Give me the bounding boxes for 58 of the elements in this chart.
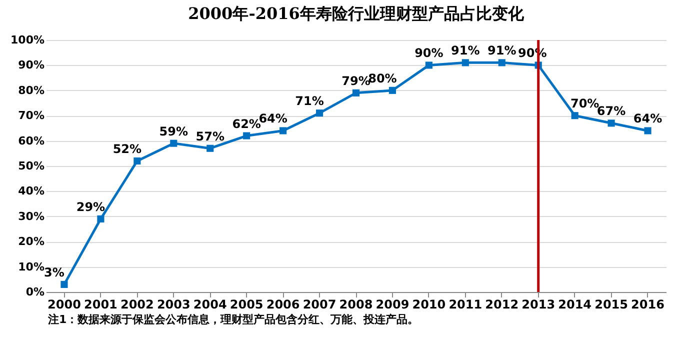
point (206, 144, 214, 152)
x-tick-label: 2012 (485, 298, 519, 312)
point (644, 127, 652, 134)
point (170, 140, 178, 147)
x-tick-label: 2003 (156, 298, 190, 312)
y-tick-label: 90% (18, 58, 44, 72)
y-tick-label: 10% (18, 260, 44, 274)
y-tick-label: 100% (10, 34, 44, 46)
y-tick-label: 60% (18, 134, 44, 148)
y-tick-label: 50% (18, 160, 44, 172)
x-tick-label: 2011 (448, 298, 482, 312)
x-tick-label: 2014 (558, 298, 592, 312)
point (498, 59, 506, 66)
chart-title: 2000年-2016年寿险行业理财型产品占比变化 (188, 4, 525, 23)
data-label: 29% (76, 200, 106, 214)
x-tick-label: 2008 (339, 298, 373, 312)
data-label: 91% (488, 44, 516, 58)
data-label: 62% (232, 116, 261, 131)
x-tick-label: 2010 (412, 298, 446, 312)
data-label: 57% (196, 129, 224, 144)
text: 注1：数据来源于保监会公布信息，理财型产品包含分红、万能、投连产品。 (47, 312, 420, 327)
point (280, 127, 287, 134)
point (60, 280, 68, 288)
data-label: 52% (112, 142, 142, 156)
point (97, 215, 104, 222)
point (388, 86, 396, 94)
data-label: 71% (295, 94, 324, 108)
y-tick-label: 40% (18, 184, 44, 198)
y-tick-label: 70% (18, 109, 44, 122)
point (134, 157, 141, 164)
data-label: 90% (414, 46, 444, 60)
x-tick-label: 2006 (266, 298, 300, 312)
data-label: 3% (44, 265, 64, 280)
x-tick-label: 2000 (48, 298, 81, 312)
point (425, 62, 432, 69)
x-tick-label: 2007 (302, 298, 336, 312)
point (571, 112, 578, 120)
point (352, 89, 360, 96)
point (608, 120, 615, 127)
y-tick-label: 20% (18, 235, 44, 248)
data-label: 79% (342, 74, 370, 88)
y-tick-label: 30% (18, 210, 44, 223)
point (462, 59, 469, 66)
x-tick-label: 2005 (230, 298, 264, 312)
data-label: 64% (633, 112, 662, 126)
x-tick-label: 2001 (84, 298, 118, 312)
x-tick-label: 2013 (522, 298, 556, 312)
data-label: 59% (159, 124, 188, 138)
x-tick-label: 2009 (376, 298, 410, 312)
y-tick-label: 80% (18, 84, 44, 97)
point (316, 110, 324, 117)
data-label: 91% (451, 44, 480, 58)
x-tick-label: 2002 (120, 298, 154, 312)
x-tick-label: 2004 (193, 298, 227, 312)
x-tick-label: 2015 (594, 298, 628, 312)
y-tick-label: 0% (26, 286, 44, 298)
point (243, 132, 250, 140)
x-tick-label: 2016 (631, 298, 664, 312)
